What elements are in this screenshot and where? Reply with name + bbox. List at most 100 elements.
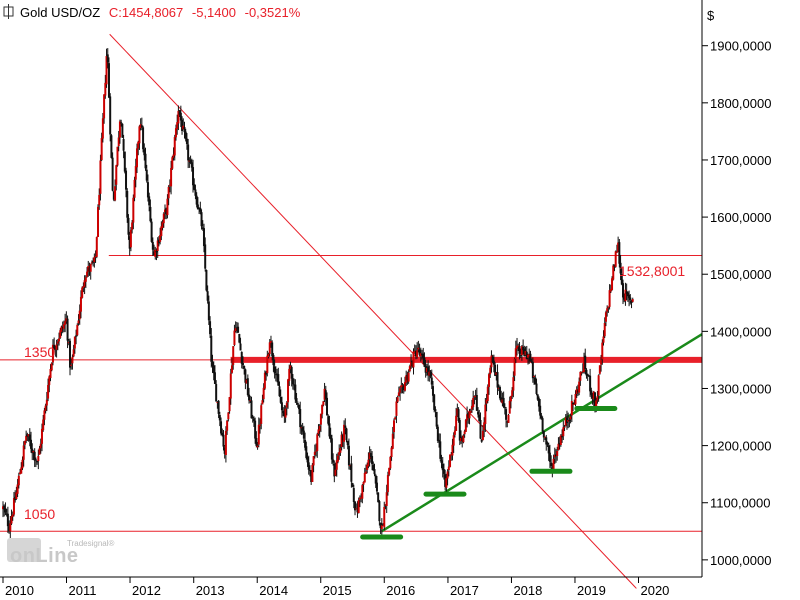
candle-body [104,82,107,96]
candle-body [328,423,331,437]
candle-body [514,348,517,359]
candle-body [81,287,84,298]
candle-body [340,434,343,447]
candle-body [93,257,96,263]
candle-body [289,365,292,370]
candle-body [20,467,23,474]
candle-body [110,135,113,158]
candle-body [167,186,170,199]
candle-body [6,513,9,527]
candle-body [97,206,100,237]
candle-body [496,372,499,388]
candle-body [492,360,495,365]
candle-body [617,242,620,252]
candle-body [154,249,157,257]
candle-body [103,94,106,119]
candle-body [118,121,121,138]
candle-body [401,385,404,387]
candle-body [183,127,186,133]
candle-body [265,371,268,375]
candle-body [327,416,330,424]
candle-body [215,384,218,402]
candle-body [101,118,104,139]
candle-body [48,376,51,386]
candle-body [382,524,385,526]
candle-body [194,189,197,196]
candle-body [148,196,151,206]
candle-body [332,459,335,463]
candle-body [200,212,203,227]
candle-body [232,346,235,366]
candle-body [508,400,511,414]
candle-body [174,128,177,138]
candle-body [233,330,236,346]
candle-body [70,364,73,366]
candle-body [518,345,521,354]
candle-body [412,351,415,368]
candle-body [591,393,594,398]
candle-body [276,373,279,376]
candle-body [526,354,529,358]
candle-body [354,501,357,511]
candle-body [390,447,393,457]
candle-body [321,404,324,415]
candle-body [241,362,244,366]
candle-body [540,415,543,419]
candle-body [602,336,605,343]
candle-body [294,384,297,400]
candle-body [252,418,255,421]
candle-body [360,497,363,499]
candle-body [371,456,374,465]
candle-body [172,154,175,158]
candle-body [153,251,156,256]
candle-body [447,466,450,471]
candle-body [262,387,265,400]
candle-body [536,394,539,400]
candle-body [151,241,154,250]
price-change-percent: -0,3521% [245,5,301,20]
candle-body [9,523,12,532]
candle-body [129,229,132,248]
candle-body [165,208,168,214]
candle-body [162,213,165,224]
candle-body [114,186,117,201]
candle-body [107,63,110,98]
candle-body [380,525,383,530]
candle-body [522,346,525,351]
candle-body [485,399,488,404]
candle-body [374,475,377,484]
level-label-1050: 1050 [24,506,55,522]
candle-body [75,335,78,337]
x-tick-label: 2010 [5,583,34,598]
candle-body [254,420,257,439]
y-tick-label: 1900,0000 [710,39,771,54]
y-tick-label: 1400,0000 [710,324,771,339]
chart-header: Gold USD/OZ C:1454,8067 -5,1400 -0,3521% [3,4,301,20]
candle-body [351,483,354,487]
candle-body [61,327,64,329]
candle-body [282,410,285,414]
candle-body [509,396,512,402]
candle-body [630,300,633,303]
candle-body [223,447,226,454]
candle-body [567,419,570,422]
logo-large-text: onLine [10,545,79,567]
candle-body [580,372,583,374]
candle-body [372,465,375,471]
candle-body [106,54,109,63]
uptrend-line [380,333,703,533]
candle-body [43,410,46,420]
candle-body [150,221,153,242]
candle-body [335,460,338,470]
candle-body [122,139,125,151]
candle-body [546,442,549,445]
level-label-1350: 1350 [24,344,55,360]
y-tick-label: 1600,0000 [710,210,771,225]
candle-body [364,471,367,474]
candle-body [212,365,215,374]
candle-body [160,226,163,237]
candle-body [418,349,421,355]
candle-body [207,301,210,321]
candle-body [235,327,238,329]
candle-body [273,366,276,374]
